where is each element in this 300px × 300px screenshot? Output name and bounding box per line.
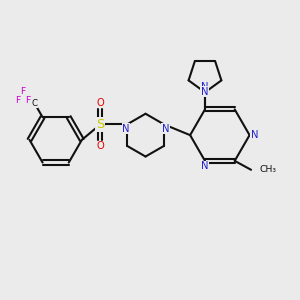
Text: F: F	[25, 96, 31, 105]
Text: O: O	[97, 98, 104, 108]
Text: C: C	[32, 99, 38, 108]
Text: N: N	[122, 124, 130, 134]
Text: N: N	[251, 130, 258, 140]
Text: CH₃: CH₃	[260, 165, 276, 174]
Text: S: S	[96, 118, 104, 131]
Text: N: N	[201, 161, 209, 171]
Text: O: O	[97, 141, 104, 151]
Text: N: N	[161, 124, 169, 134]
Text: N: N	[201, 82, 209, 92]
Text: N: N	[201, 87, 208, 97]
Text: F: F	[16, 96, 21, 105]
Text: F: F	[20, 87, 26, 96]
